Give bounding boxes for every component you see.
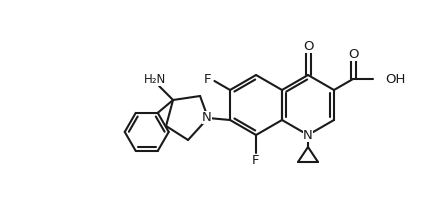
Text: O: O (348, 48, 358, 60)
Text: OH: OH (385, 73, 406, 86)
Text: O: O (303, 40, 313, 53)
Text: H₂N: H₂N (144, 73, 166, 86)
Text: N: N (202, 110, 212, 123)
Text: F: F (204, 73, 211, 86)
Text: F: F (251, 154, 259, 167)
Text: N: N (303, 128, 313, 141)
